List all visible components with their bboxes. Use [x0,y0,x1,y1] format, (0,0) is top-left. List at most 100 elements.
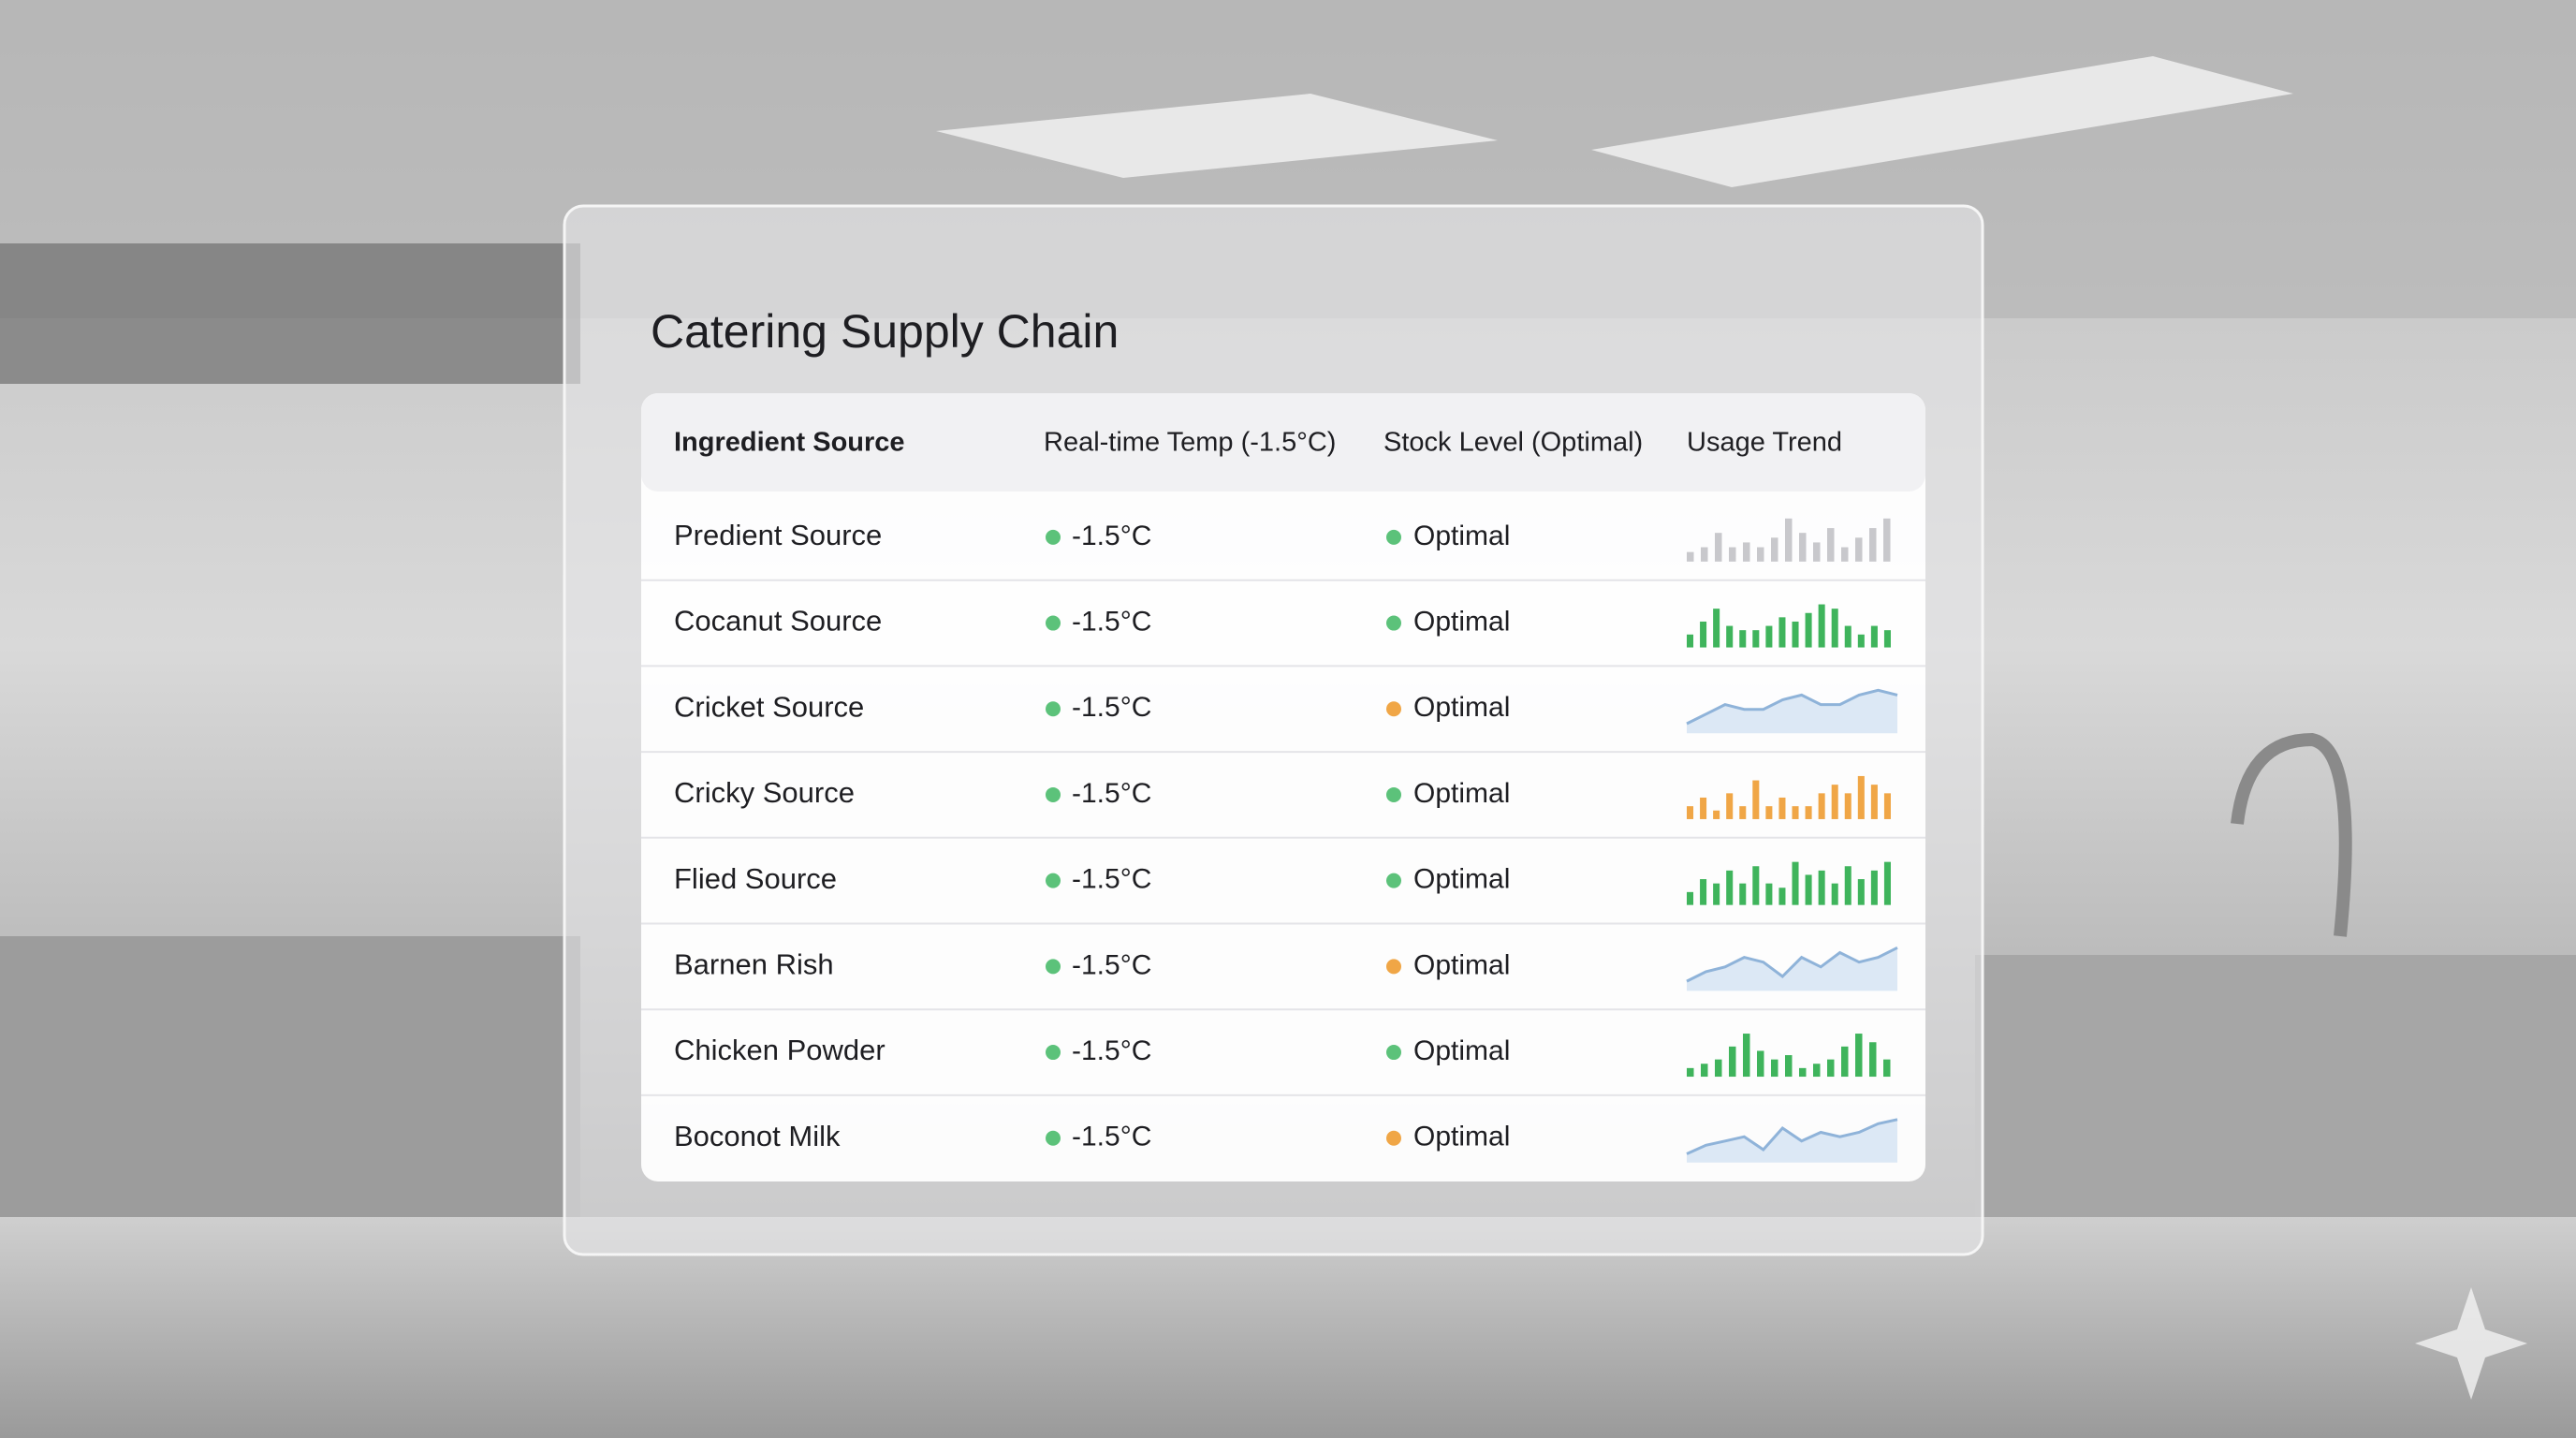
stock-dot [1386,701,1401,717]
ingredient-name: Flied Source [674,862,837,895]
trend-bar [1757,547,1764,562]
trend-bar [1883,1059,1891,1078]
trend-bar [1701,547,1708,562]
temp-dot [1046,701,1061,717]
trend-bar [1799,1067,1807,1078]
trend-bar [1813,542,1821,562]
ingredient-name: Predient Source [674,519,882,551]
trend-bar [1818,604,1825,648]
stock-dot [1386,529,1401,545]
trend-bar [1771,537,1778,562]
table-header [641,393,1925,492]
ingredient-name: Boconot Milk [674,1120,841,1152]
ingredient-name: Cricky Source [674,776,855,809]
trend-bar [1792,806,1799,819]
trend-bar [1813,1064,1821,1078]
trend-bar [1831,785,1838,819]
trend-bar [1700,879,1707,905]
range-hood [0,243,580,384]
trend-bar [1831,609,1838,648]
trend-bar [1687,1067,1694,1078]
trend-bar [1687,891,1694,905]
trend-bar [1855,1034,1863,1078]
ceiling-light [936,94,1498,178]
trend-bar [1855,537,1863,562]
ingredient-name: Barnen Rish [674,948,834,981]
trend-bar [1818,793,1825,819]
trend-bar [1765,883,1773,905]
ingredient-name: Chicken Powder [674,1034,886,1066]
trend-bar [1883,793,1891,819]
trend-bar [1743,542,1750,562]
trend-bar [1726,870,1734,905]
trend-bar [1713,810,1720,819]
trend-bar [1883,861,1891,905]
trend-bar [1870,625,1878,648]
temp-dot [1046,615,1061,631]
ingredient-name: Cricket Source [674,690,864,723]
stock-dot [1386,1130,1401,1146]
trend-bar [1778,797,1786,819]
column-header: Stock Level (Optimal) [1383,428,1643,458]
stock-value: Optimal [1413,606,1510,637]
trend-bar [1752,780,1760,819]
trend-bar [1785,1055,1793,1078]
trend-bar [1805,612,1812,648]
trend-bar [1765,806,1773,819]
trend-bar [1739,630,1747,648]
trend-bar [1857,634,1865,648]
trend-bar [1883,630,1891,648]
trend-area [1687,1119,1897,1163]
trend-area [1687,690,1897,734]
sparkle-icon [2415,1287,2527,1400]
trend-bar [1713,883,1720,905]
trend-line [1686,1118,1898,1155]
trend-bar [1687,806,1694,819]
trend-bar [1726,625,1734,648]
column-header: Ingredient Source [674,428,905,458]
trend-bar [1729,547,1736,562]
trend-bar [1739,883,1747,905]
trend-bar [1841,547,1849,562]
stock-value: Optimal [1413,692,1510,723]
temp-dot [1046,1130,1061,1146]
trend-bar [1869,1042,1877,1078]
trend-bar [1771,1059,1778,1078]
trend-bar [1715,1059,1722,1078]
temp-dot [1046,873,1061,888]
column-header: Usage Trend [1687,428,1842,458]
temp-value: -1.5°C [1072,1035,1151,1066]
trend-area [1687,947,1897,991]
trend-bar [1687,551,1694,562]
stock-dot [1386,1045,1401,1061]
ingredient-name: Cocanut Source [674,605,882,638]
trend-bar [1713,609,1720,648]
trend-bar [1844,625,1852,648]
stock-dot [1386,786,1401,802]
trend-line [1686,946,1898,983]
trend-bar [1799,533,1807,562]
stock-dot [1386,959,1401,975]
trend-bar [1792,621,1799,648]
temp-dot [1046,529,1061,545]
trend-bar [1841,1046,1849,1078]
temp-dot [1046,1045,1061,1061]
trend-bar [1701,1064,1708,1078]
trend-bar [1844,866,1852,905]
trend-bar [1687,634,1694,648]
trend-bar [1778,888,1786,905]
trend-bar [1831,883,1838,905]
trend-bar [1805,806,1812,819]
trend-bar [1818,870,1825,905]
table-card [641,393,1925,1181]
temp-value: -1.5°C [1072,864,1151,895]
trend-bar [1752,866,1760,905]
temp-value: -1.5°C [1072,778,1151,809]
temp-value: -1.5°C [1072,606,1151,637]
trend-bar [1857,879,1865,905]
temp-value: -1.5°C [1072,692,1151,723]
temp-value: -1.5°C [1072,1122,1151,1152]
trend-bar [1883,518,1891,562]
stock-dot [1386,873,1401,888]
column-header: Real-time Temp (-1.5°C) [1044,428,1336,458]
